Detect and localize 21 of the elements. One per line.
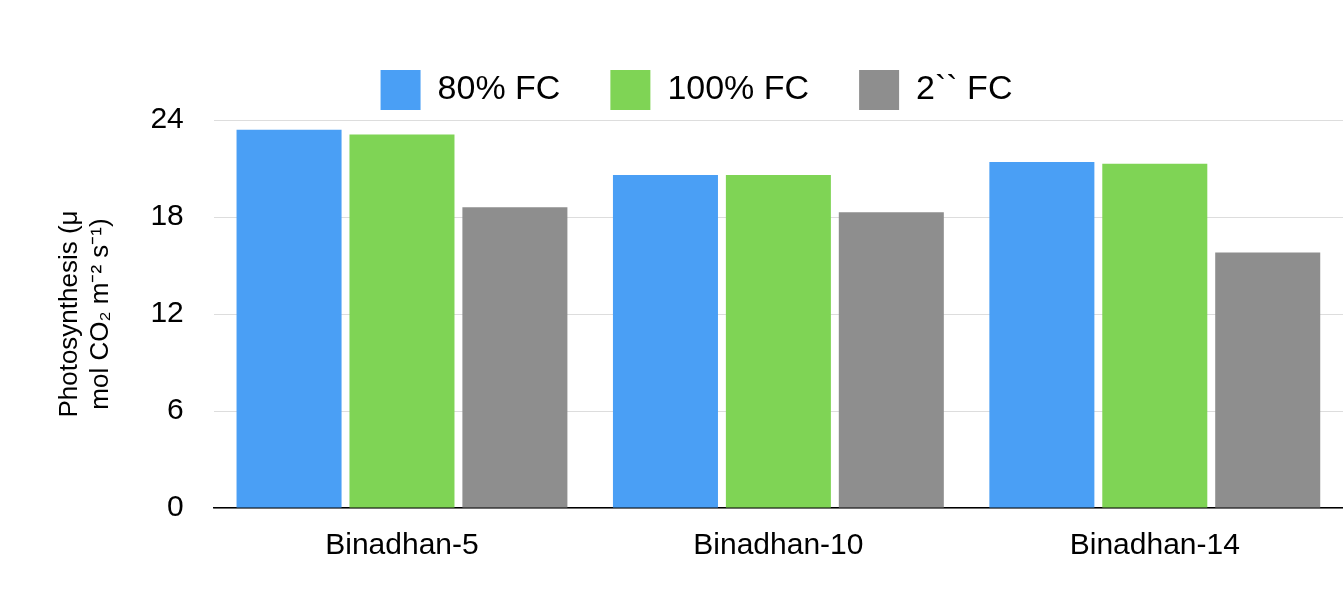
bar [1215, 252, 1321, 508]
bar [838, 212, 944, 508]
y-tick-label: 18 [150, 198, 184, 232]
legend-label: 2`` FC [916, 68, 1013, 107]
y-tick-label: 6 [167, 392, 184, 426]
y-tick-label: 12 [150, 295, 184, 329]
bar [349, 134, 455, 508]
x-tick-label: Binadhan-10 [693, 527, 864, 561]
legend-label: 100% FC [667, 68, 810, 107]
bar [989, 162, 1095, 508]
x-tick-label: Binadhan-5 [325, 527, 479, 561]
bar [236, 129, 342, 508]
bar [612, 174, 718, 508]
bar [462, 207, 568, 508]
y-axis-title: Photosynthesis (μ mol CO₂ m⁻² s⁻¹) [52, 210, 114, 418]
y-tick-label: 0 [167, 489, 184, 523]
x-tick-label: Binadhan-14 [1069, 527, 1240, 561]
bar [725, 174, 831, 508]
legend-label: 80% FC [437, 68, 561, 107]
bar [1102, 163, 1208, 508]
y-tick-label: 24 [150, 101, 184, 135]
